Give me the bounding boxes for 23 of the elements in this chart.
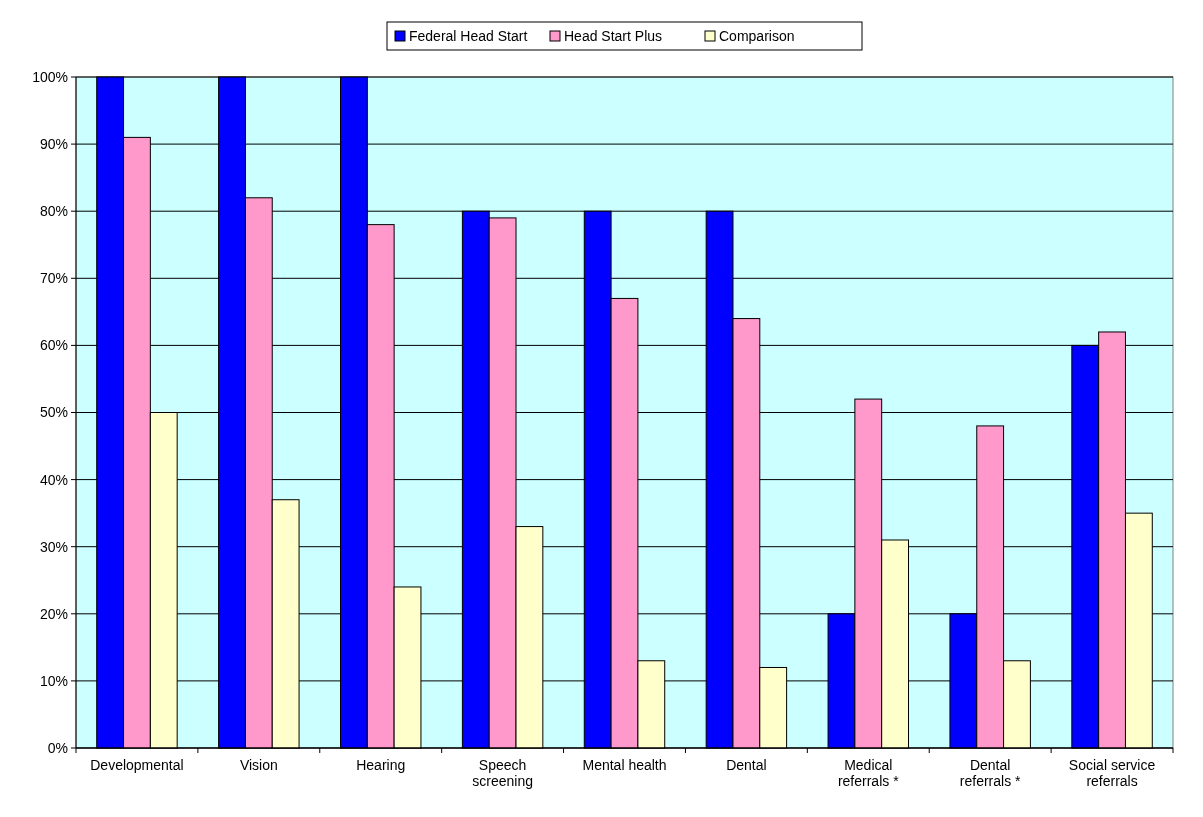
x-tick-label: Speech screening	[472, 757, 533, 789]
x-tick-label: Hearing	[356, 757, 406, 773]
legend-label: Federal Head Start	[409, 28, 528, 44]
y-tick-label: 90%	[39, 136, 68, 152]
y-tick-label: 100%	[32, 68, 68, 85]
x-tick-label: Vision	[239, 757, 278, 773]
legend-label: Head Start Plus	[564, 28, 663, 44]
x-tick-label: Medical referrals *	[837, 757, 900, 789]
legend-label: Comparison	[719, 28, 795, 44]
y-tick-label: 60%	[39, 337, 68, 354]
x-tick-label: Mental health	[582, 757, 667, 773]
x-tick-label: Developmental	[90, 757, 184, 773]
y-tick-label: 20%	[39, 605, 68, 622]
y-tick-label: 40%	[39, 471, 68, 488]
y-tick-label: 50%	[39, 404, 68, 421]
y-tick-label: 70%	[39, 270, 68, 287]
y-tick-label: 0%	[47, 739, 68, 756]
x-tick-label: Dental referrals *	[959, 757, 1022, 789]
y-tick-label: 80%	[39, 203, 68, 220]
x-tick-label: Dental	[726, 757, 767, 773]
y-tick-label: 10%	[39, 672, 68, 689]
x-tick-label: Social service referrals	[1068, 757, 1156, 789]
y-tick-label: 30%	[39, 538, 68, 555]
